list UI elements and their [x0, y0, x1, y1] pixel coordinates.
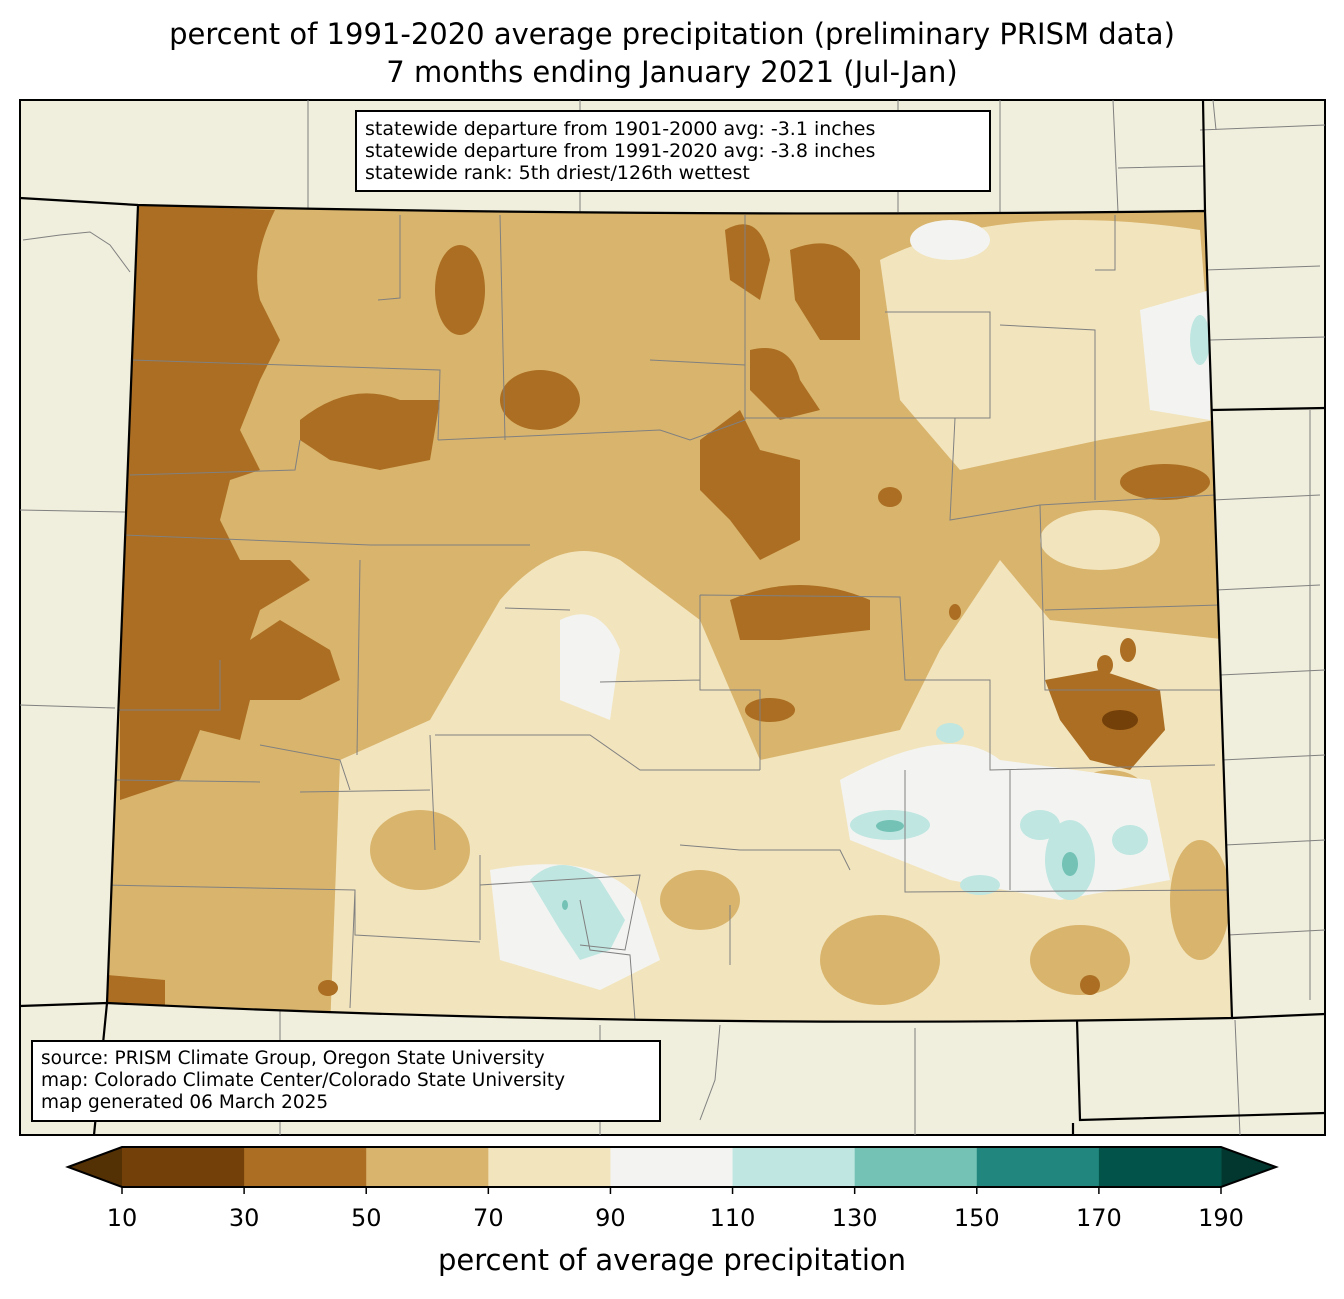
colorbar-tick-label: 170 — [1075, 1204, 1122, 1232]
colorbar-segment — [366, 1147, 489, 1187]
colorbar-segment — [854, 1147, 978, 1187]
colorbar-extend-min — [68, 1147, 122, 1187]
colorbar-tick-label: 70 — [473, 1204, 504, 1232]
map-credit: map: Colorado Climate Center/Colorado St… — [41, 1070, 566, 1091]
precip-110-130-areas — [530, 315, 1210, 960]
colorbar-tick-label: 10 — [106, 1204, 138, 1232]
colorbar-segment — [976, 1147, 1100, 1187]
colorbar-tick-label: 190 — [1198, 1204, 1244, 1232]
colorbar — [65, 1146, 1279, 1194]
colorbar-tick-label: 150 — [953, 1204, 1000, 1232]
colorbar-segment — [732, 1147, 856, 1187]
colorbar-extend-max — [1221, 1147, 1276, 1187]
departure-1901-2000: statewide departure from 1901-2000 avg: … — [365, 118, 876, 140]
precip-10-30-areas — [1102, 710, 1138, 730]
precip-30-50-areas — [107, 205, 1210, 1005]
colorbar-tick-label: 50 — [350, 1204, 382, 1232]
map-subtitle: 7 months ending January 2021 (Jul-Jan) — [386, 55, 958, 89]
colorbar-tick-label: 130 — [831, 1204, 878, 1232]
colorbar-tick-label: 110 — [709, 1204, 756, 1232]
credits-box: source: PRISM Climate Group, Oregon Stat… — [31, 1040, 661, 1122]
colorbar-tick-label: 30 — [228, 1204, 260, 1232]
statewide-stats-box: statewide departure from 1901-2000 avg: … — [355, 110, 991, 192]
precip-130-150-areas — [562, 820, 1078, 910]
statewide-rank: statewide rank: 5th driest/126th wettest — [365, 162, 750, 184]
county-lines — [107, 214, 1231, 1021]
colorbar-segment — [610, 1147, 734, 1187]
departure-1991-2020: statewide departure from 1991-2020 avg: … — [365, 140, 876, 162]
generated-date: map generated 06 March 2025 — [41, 1092, 329, 1113]
source-credit: source: PRISM Climate Group, Oregon Stat… — [41, 1048, 545, 1069]
colorbar-tick-label: 90 — [595, 1204, 626, 1232]
colorbar-segment — [122, 1147, 245, 1187]
map-title: percent of 1991-2020 average precipitati… — [169, 17, 1175, 51]
colorbar-segment — [244, 1147, 367, 1187]
colorbar-label: percent of average precipitation — [437, 1243, 907, 1277]
colorbar-segment — [488, 1147, 611, 1187]
colorbar-segment — [1098, 1147, 1222, 1187]
